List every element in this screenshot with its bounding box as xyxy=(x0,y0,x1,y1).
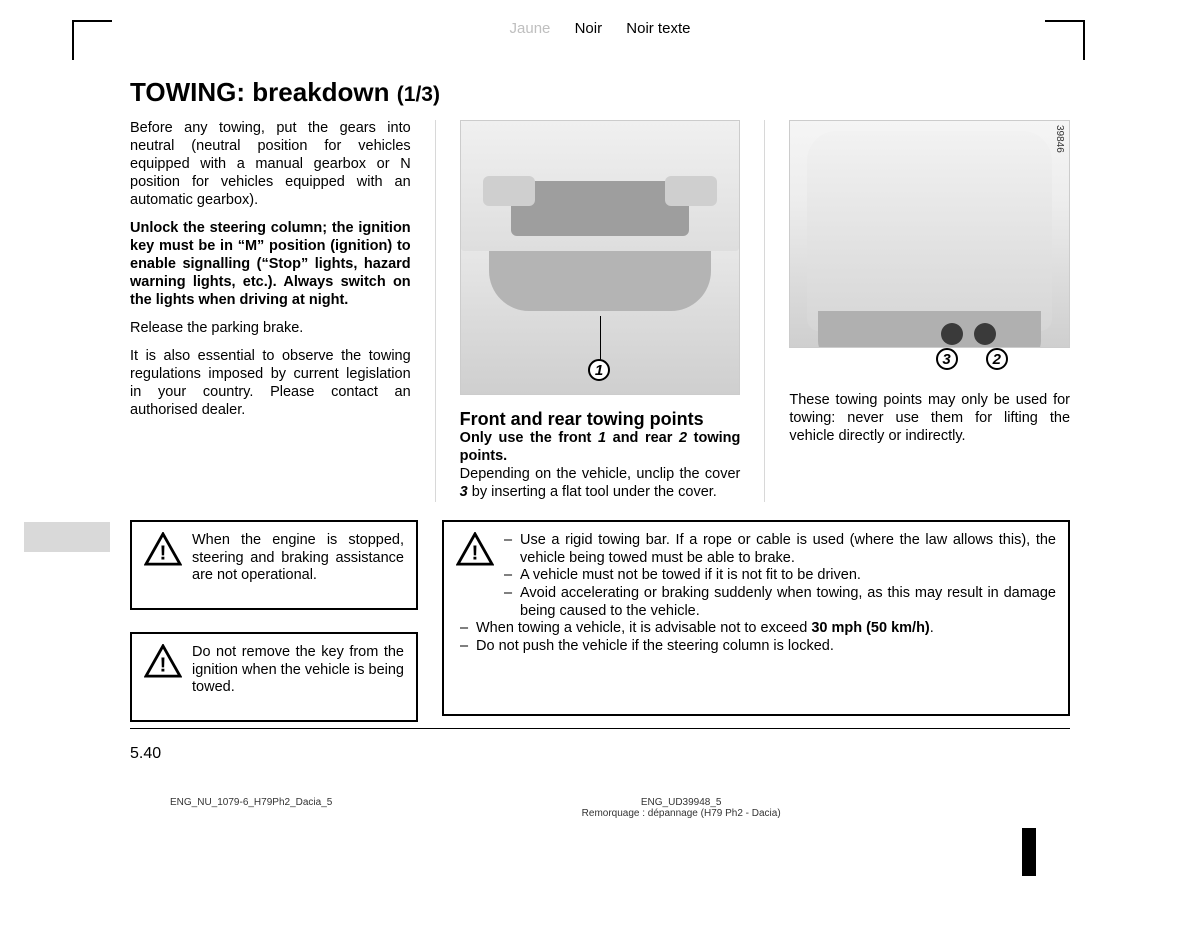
figure-rear-towing: 39846 xyxy=(789,120,1070,348)
color-separation-header: Jaune Noir Noir texte xyxy=(80,18,1120,37)
t: When towing a vehicle, it is advisable n… xyxy=(476,620,811,636)
towing-points-heading: Front and rear towing points xyxy=(460,409,741,430)
page-number: 5.40 xyxy=(80,745,1120,763)
t: Depending on the vehicle, unclip the cov… xyxy=(460,466,741,482)
car-rear-body xyxy=(807,131,1052,331)
column-2: 36302 1 Front and rear towing points Onl… xyxy=(460,120,741,502)
column-3: 39846 3 2 These towing points may only b… xyxy=(789,120,1070,502)
t: . xyxy=(930,620,934,636)
callout-ref-2: 2 xyxy=(679,430,687,446)
rule-item: A vehicle must not be towed if it is not… xyxy=(504,567,1056,585)
figure-id: 39846 xyxy=(1054,125,1065,153)
warning-icon: ! xyxy=(456,532,494,704)
svg-text:!: ! xyxy=(160,541,167,564)
towing-points-subheading: Only use the front 1 and rear 2 towing p… xyxy=(460,430,741,466)
car-headlight xyxy=(665,176,717,206)
warning-box-towing-rules: ! Use a rigid towing bar. If a rope or c… xyxy=(442,520,1070,716)
speed-limit: 30 mph (50 km/h) xyxy=(811,620,929,636)
print-footer: ENG_NU_1079-6_H79Ph2_Dacia_5 ENG_UD39948… xyxy=(80,797,1120,819)
header-jaune: Jaune xyxy=(510,20,551,37)
t: by inserting a flat tool under the cover… xyxy=(468,484,717,500)
header-noir: Noir xyxy=(575,20,603,37)
column-separator xyxy=(435,120,436,502)
warning-icon: ! xyxy=(144,644,182,710)
warning-box-key: ! Do not remove the key from the ignitio… xyxy=(130,632,418,722)
intro-para-2-bold: Unlock the steering column; the ignition… xyxy=(130,220,411,310)
intro-para-3: Release the parking brake. xyxy=(130,320,411,338)
svg-text:!: ! xyxy=(160,653,167,676)
footer-rule xyxy=(130,728,1070,729)
towing-points-note: These towing points may only be used for… xyxy=(789,392,1070,446)
callout-ref-3: 3 xyxy=(460,484,468,500)
crop-mark xyxy=(72,20,74,60)
column-1: Before any towing, put the gears into ne… xyxy=(130,120,411,502)
footer-center: ENG_UD39948_5 xyxy=(641,797,722,808)
title-main: TOWING: breakdown xyxy=(130,77,397,107)
towing-points-para: Depending on the vehicle, unclip the cov… xyxy=(460,466,741,502)
column-separator xyxy=(764,120,765,502)
footer-right: Remorquage : dépannage (H79 Ph2 - Dacia) xyxy=(582,808,781,819)
footer-left: ENG_NU_1079-6_H79Ph2_Dacia_5 xyxy=(170,797,332,819)
page-title: TOWING: breakdown (1/3) xyxy=(80,77,1120,108)
callout-1: 1 xyxy=(588,359,610,381)
callout-2: 2 xyxy=(986,348,1008,370)
svg-text:!: ! xyxy=(472,541,479,564)
intro-para-4: It is also essential to observe the towi… xyxy=(130,348,411,420)
warning-box-engine-stopped: ! When the engine is stopped, steering a… xyxy=(130,520,418,610)
callout-line xyxy=(600,316,601,361)
header-noir-texte: Noir texte xyxy=(626,20,690,37)
car-headlight xyxy=(483,176,535,206)
rule-item: Do not push the vehicle if the steering … xyxy=(460,638,1056,656)
callout-ref-1: 1 xyxy=(598,430,606,446)
callout-row: 3 2 xyxy=(789,344,1070,374)
callout-line xyxy=(789,372,1070,400)
car-front-bumper xyxy=(489,251,712,311)
car-rear-bumper xyxy=(818,311,1041,348)
t: and rear xyxy=(606,430,679,446)
callout-line xyxy=(789,344,1070,372)
callout-3: 3 xyxy=(936,348,958,370)
manual-page: Jaune Noir Noir texte TOWING: breakdown … xyxy=(80,18,1120,819)
warning-text: Use a rigid towing bar. If a rope or cab… xyxy=(504,532,1056,704)
warning-text: Do not remove the key from the ignition … xyxy=(192,644,404,710)
title-part: (1/3) xyxy=(397,83,440,106)
car-grille xyxy=(511,181,689,236)
side-tab-black xyxy=(1022,828,1036,876)
rule-item: Use a rigid towing bar. If a rope or cab… xyxy=(504,532,1056,567)
rule-item: When towing a vehicle, it is advisable n… xyxy=(460,620,1056,638)
warning-icon: ! xyxy=(144,532,182,598)
warning-text: When the engine is stopped, steering and… xyxy=(192,532,404,598)
figure-front-towing: 36302 1 xyxy=(460,120,741,395)
t: Only use the front xyxy=(460,430,598,446)
tow-point-cover xyxy=(941,323,963,345)
rule-item: Avoid accelerating or braking suddenly w… xyxy=(504,585,1056,620)
intro-para-1: Before any towing, put the gears into ne… xyxy=(130,120,411,210)
